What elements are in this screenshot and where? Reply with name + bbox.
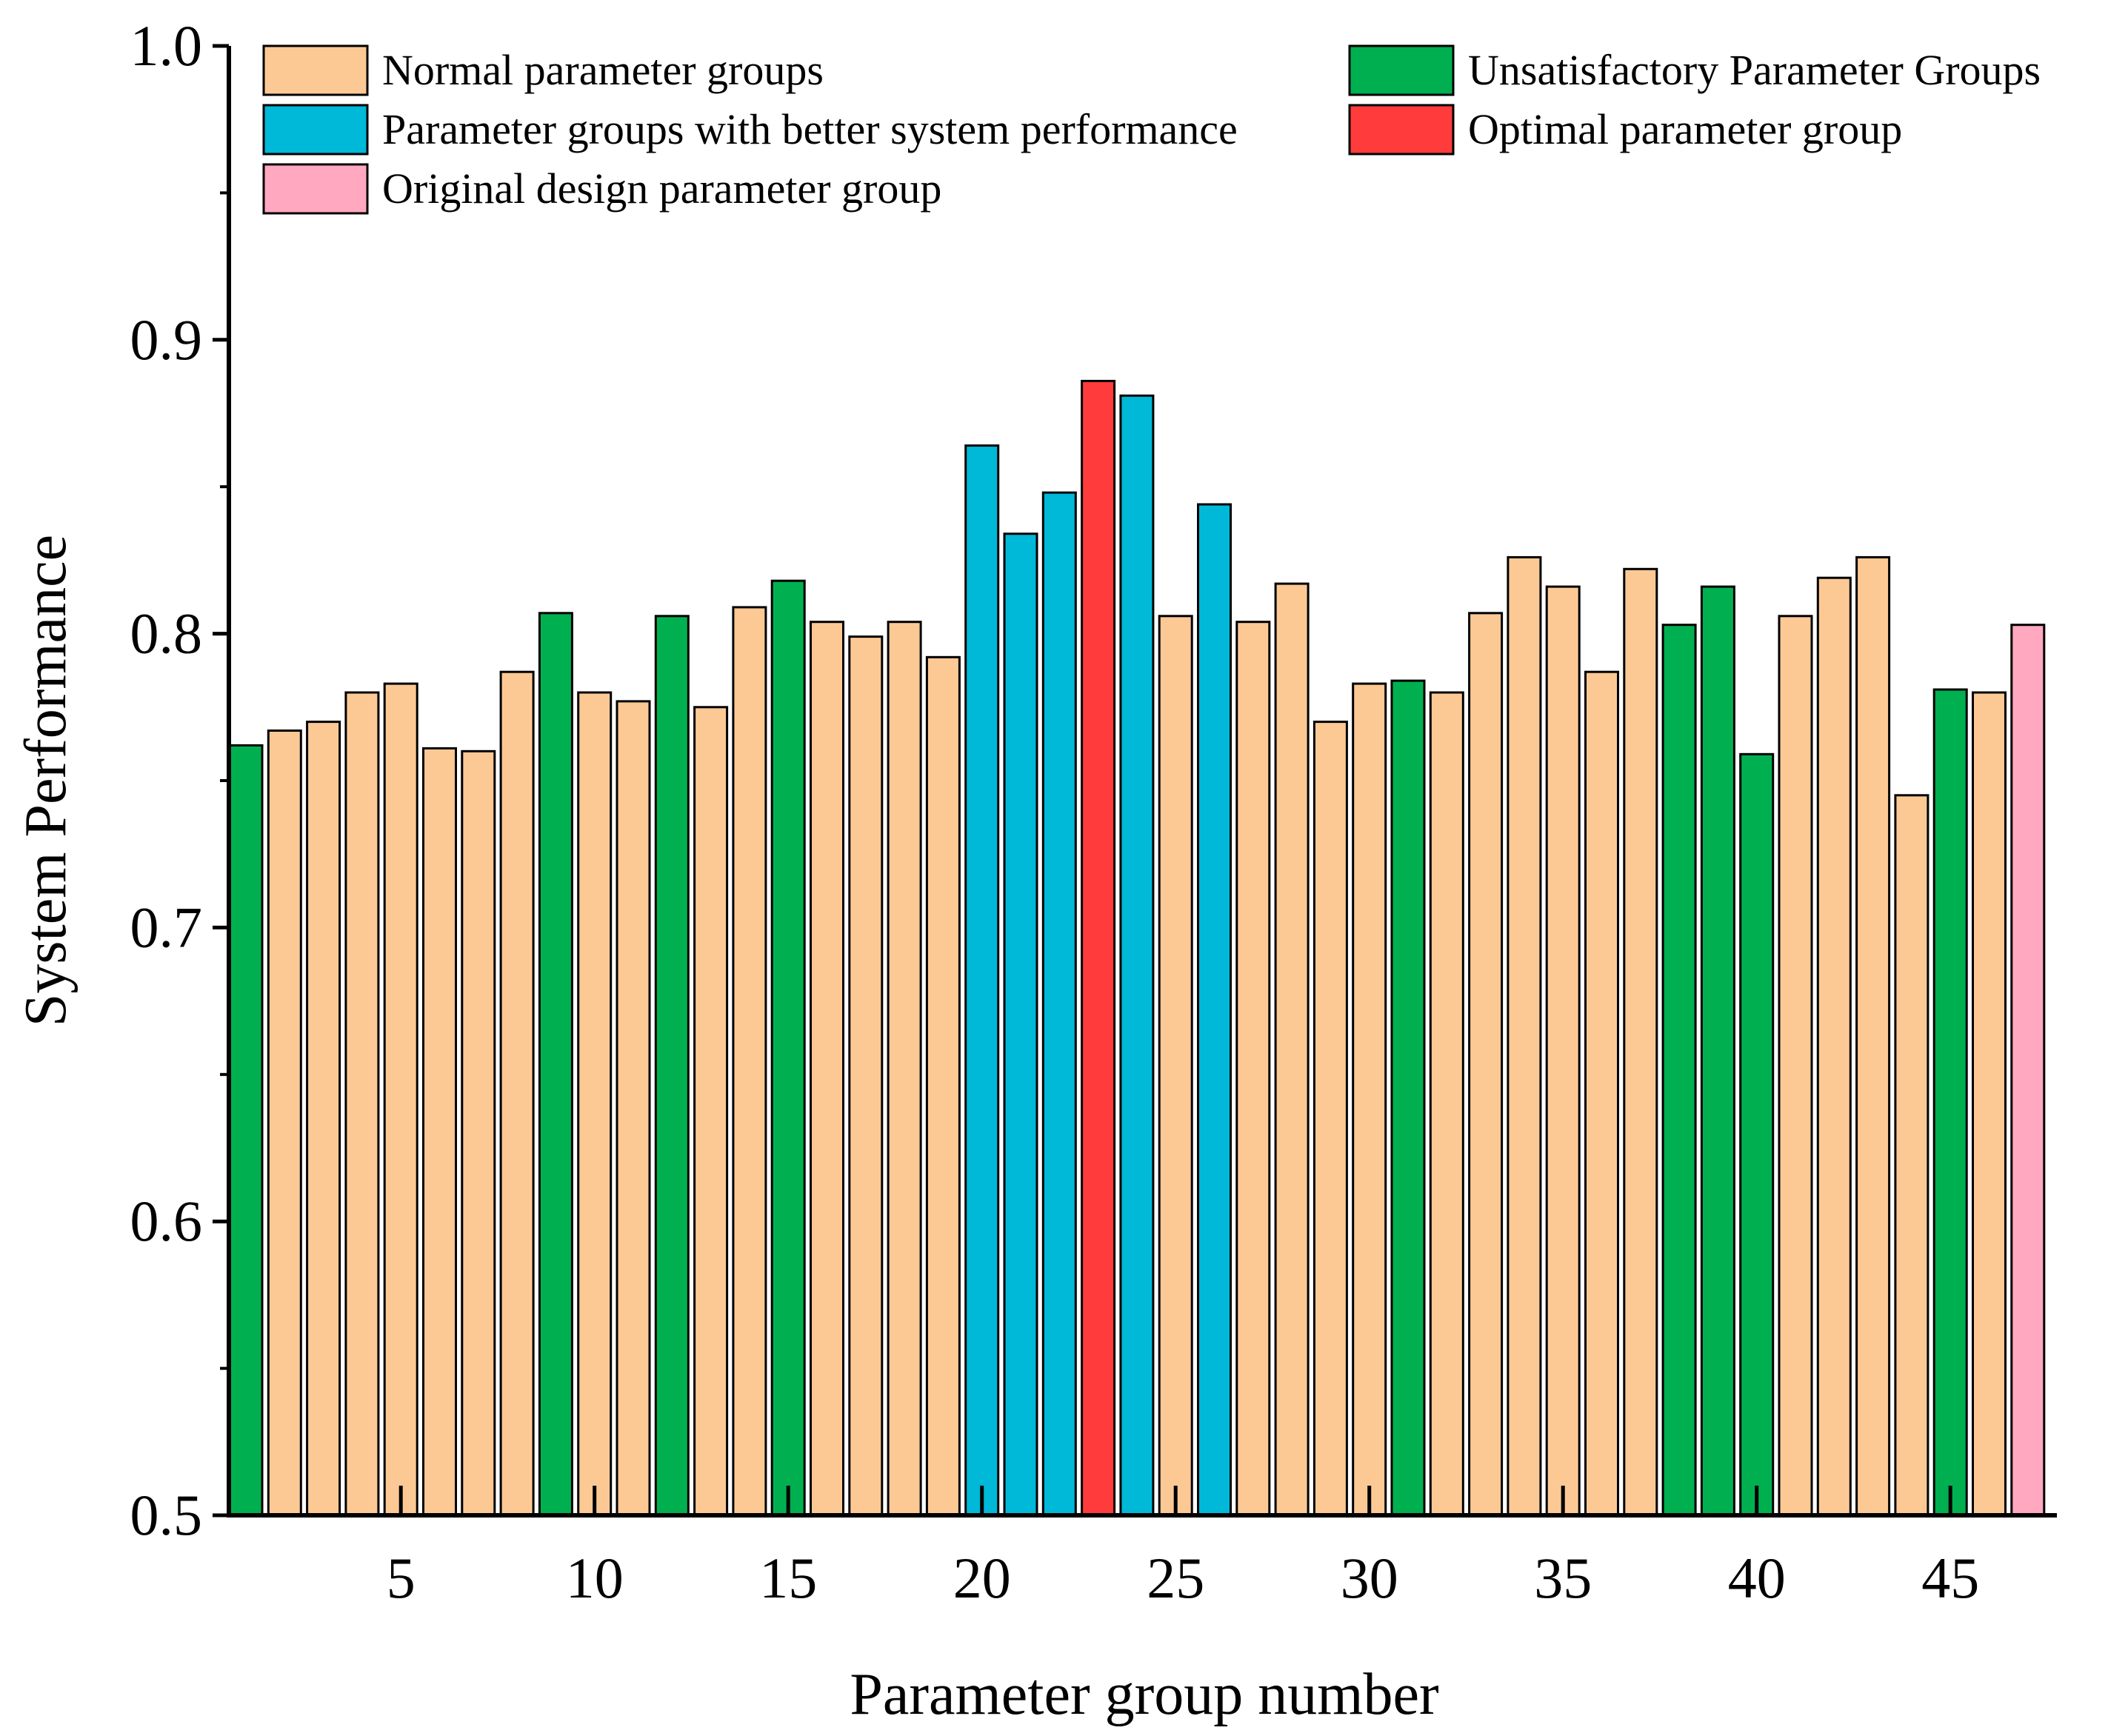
bar-group-39: [1700, 585, 1735, 1517]
bar-group-26: [1197, 503, 1232, 1517]
bar-group-24: [1119, 394, 1155, 1517]
bar-group-37: [1623, 567, 1658, 1517]
x-tick-label: 40: [1728, 1546, 1786, 1610]
bar-group-14: [732, 606, 767, 1517]
bar-group-6: [422, 747, 457, 1517]
x-tick-label: 20: [953, 1546, 1011, 1610]
x-tick-label: 35: [1534, 1546, 1592, 1610]
legend-label-better: Parameter groups with better system perf…: [382, 105, 1238, 153]
bar-group-22: [1041, 491, 1077, 1517]
x-tick-label: 5: [387, 1546, 416, 1610]
bar-group-11: [616, 700, 651, 1517]
bars-layer: [228, 379, 2046, 1517]
bar-group-4: [344, 691, 380, 1517]
x-tick-label: 15: [759, 1546, 817, 1610]
x-tick-label: 45: [1921, 1546, 1979, 1610]
x-ticks: 5 10 15 20 25 30 35 40 45: [387, 1486, 1979, 1610]
bar-group-32: [1429, 691, 1464, 1517]
bar-group-42: [1816, 576, 1852, 1517]
y-tick-label: 0.7: [130, 895, 203, 959]
x-tick-label: 30: [1341, 1546, 1398, 1610]
bar-group-46: [1972, 691, 2007, 1517]
y-tick-label: 0.8: [130, 601, 203, 666]
bar-group-12: [654, 615, 690, 1517]
y-tick-label: 0.9: [130, 307, 203, 372]
bar-group-44: [1894, 794, 1929, 1517]
bar-group-43: [1855, 555, 1891, 1517]
legend-swatch-original: [262, 163, 369, 215]
bar-group-21: [1003, 533, 1038, 1517]
bar-group-34: [1507, 555, 1542, 1517]
legend-swatch-optimal: [1348, 104, 1455, 156]
bar-group-1: [228, 744, 264, 1517]
y-axis-title: System Performance: [13, 535, 79, 1026]
bar-group-30: [1352, 682, 1387, 1517]
legend: Normal parameter groups Unsatisfactory Pa…: [262, 44, 2041, 215]
bar-group-28: [1274, 582, 1310, 1517]
y-ticks: 0.5 0.6 0.7 0.8 0.9 1.0: [130, 13, 229, 1547]
bar-group-2: [267, 730, 302, 1517]
bar-group-31: [1390, 679, 1426, 1517]
bar-group-41: [1778, 615, 1813, 1517]
y-tick-label: 1.0: [130, 13, 203, 78]
bar-group-15: [770, 579, 806, 1517]
bar-group-10: [577, 691, 613, 1517]
bar-group-40: [1739, 752, 1775, 1517]
bar-group-13: [693, 706, 729, 1517]
bar-group-7: [461, 750, 496, 1517]
bar-group-38: [1661, 624, 1697, 1517]
bar-group-18: [887, 621, 922, 1517]
bar-group-47: [2010, 624, 2046, 1517]
bar-group-8: [499, 670, 535, 1517]
bar-group-36: [1584, 670, 1619, 1517]
bar-group-35: [1545, 585, 1581, 1517]
bar-group-16: [810, 621, 844, 1517]
y-tick-label: 0.5: [130, 1483, 203, 1547]
bar-group-9: [538, 612, 573, 1517]
legend-swatch-better: [262, 104, 369, 156]
x-axis-title: Parameter group number: [850, 1662, 1438, 1727]
bar-group-33: [1468, 612, 1504, 1517]
x-tick-label: 10: [566, 1546, 624, 1610]
y-tick-label: 0.6: [130, 1189, 203, 1253]
bar-group-29: [1313, 721, 1348, 1517]
bar-group-45: [1932, 688, 1968, 1517]
legend-label-normal: Normal parameter groups: [382, 46, 824, 94]
bar-group-25: [1158, 615, 1193, 1517]
bar-group-5: [383, 682, 418, 1517]
bar-group-20: [964, 444, 1000, 1517]
legend-label-optimal: Optimal parameter group: [1468, 105, 1902, 153]
bar-group-23: [1081, 379, 1116, 1517]
legend-label-unsatisfactory: Unsatisfactory Parameter Groups: [1468, 46, 2041, 94]
legend-label-original: Original design parameter group: [382, 164, 941, 213]
bar-group-3: [306, 721, 341, 1517]
legend-swatch-unsatisfactory: [1348, 44, 1455, 96]
bar-group-17: [848, 635, 884, 1517]
bar-group-27: [1235, 621, 1271, 1517]
legend-swatch-normal: [262, 44, 369, 96]
x-tick-label: 25: [1147, 1546, 1204, 1610]
bar-group-19: [925, 655, 961, 1517]
